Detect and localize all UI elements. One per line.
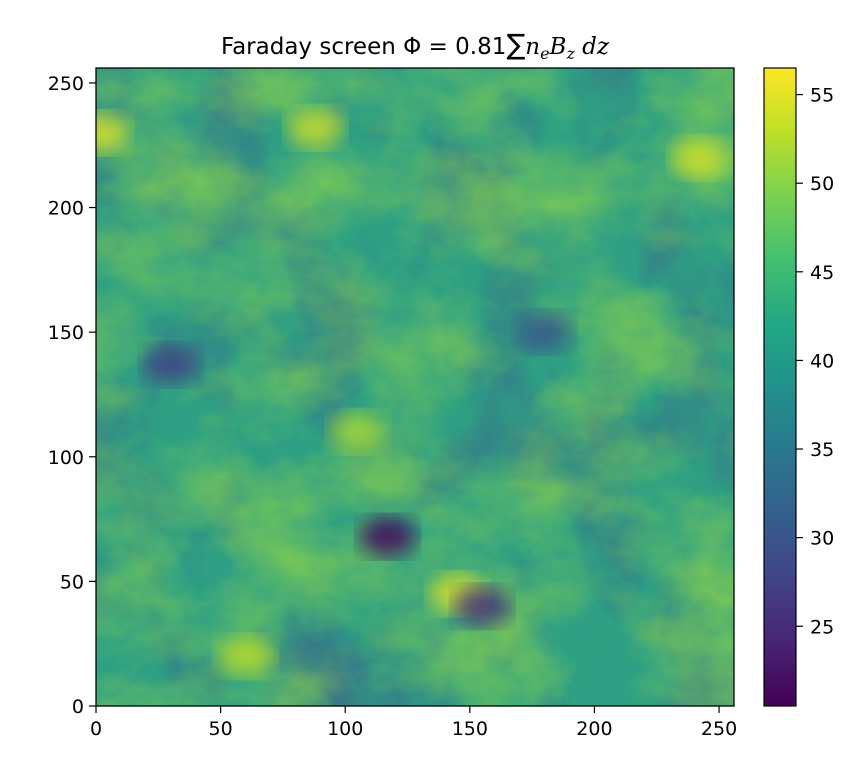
y-tick-label: 100: [48, 447, 84, 469]
colorbar-axis: 25 30 35 40 45 50 55: [796, 85, 834, 638]
heatmap-feature: [671, 137, 728, 178]
heatmap-feature: [516, 312, 573, 353]
colorbar-tick-label: 40: [810, 350, 834, 372]
colorbar-tick-label: 45: [810, 262, 834, 284]
x-tick-label: 150: [452, 718, 488, 740]
heatmap-feature: [359, 516, 416, 557]
x-tick-label: 0: [90, 718, 102, 740]
x-tick-label: 250: [701, 718, 737, 740]
y-tick-label: 200: [48, 198, 84, 220]
heatmap-feature: [96, 112, 129, 153]
heatmap-feature: [454, 586, 511, 627]
x-tick-label: 50: [209, 718, 233, 740]
y-axis: 0 50 100 150 200 250: [48, 73, 96, 718]
x-axis: 0 50 100 150 200 250: [90, 706, 737, 740]
heatmap-feature: [142, 344, 199, 385]
x-tick-label: 200: [576, 718, 612, 740]
colorbar-tick-label: 30: [810, 528, 834, 550]
y-tick-label: 50: [60, 571, 84, 593]
colorbar-tick-label: 55: [810, 85, 834, 107]
heatmap-feature: [217, 636, 274, 677]
plot-frame: [95, 67, 735, 707]
heatmap-image: [96, 68, 734, 706]
y-tick-label: 250: [48, 73, 84, 95]
heatmap-feature: [329, 411, 386, 452]
colorbar: [763, 67, 797, 707]
x-tick-label: 100: [327, 718, 363, 740]
colorbar-tick-label: 35: [810, 439, 834, 461]
heatmap-feature: [287, 107, 344, 148]
y-tick-label: 150: [48, 322, 84, 344]
chart-title: Faraday screen Φ = 0.81∑neBz dz: [221, 28, 610, 63]
colorbar-tick-label: 25: [810, 616, 834, 638]
y-tick-label: 0: [72, 696, 84, 718]
heatmap-features: [96, 107, 728, 677]
colorbar-tick-label: 50: [810, 173, 834, 195]
